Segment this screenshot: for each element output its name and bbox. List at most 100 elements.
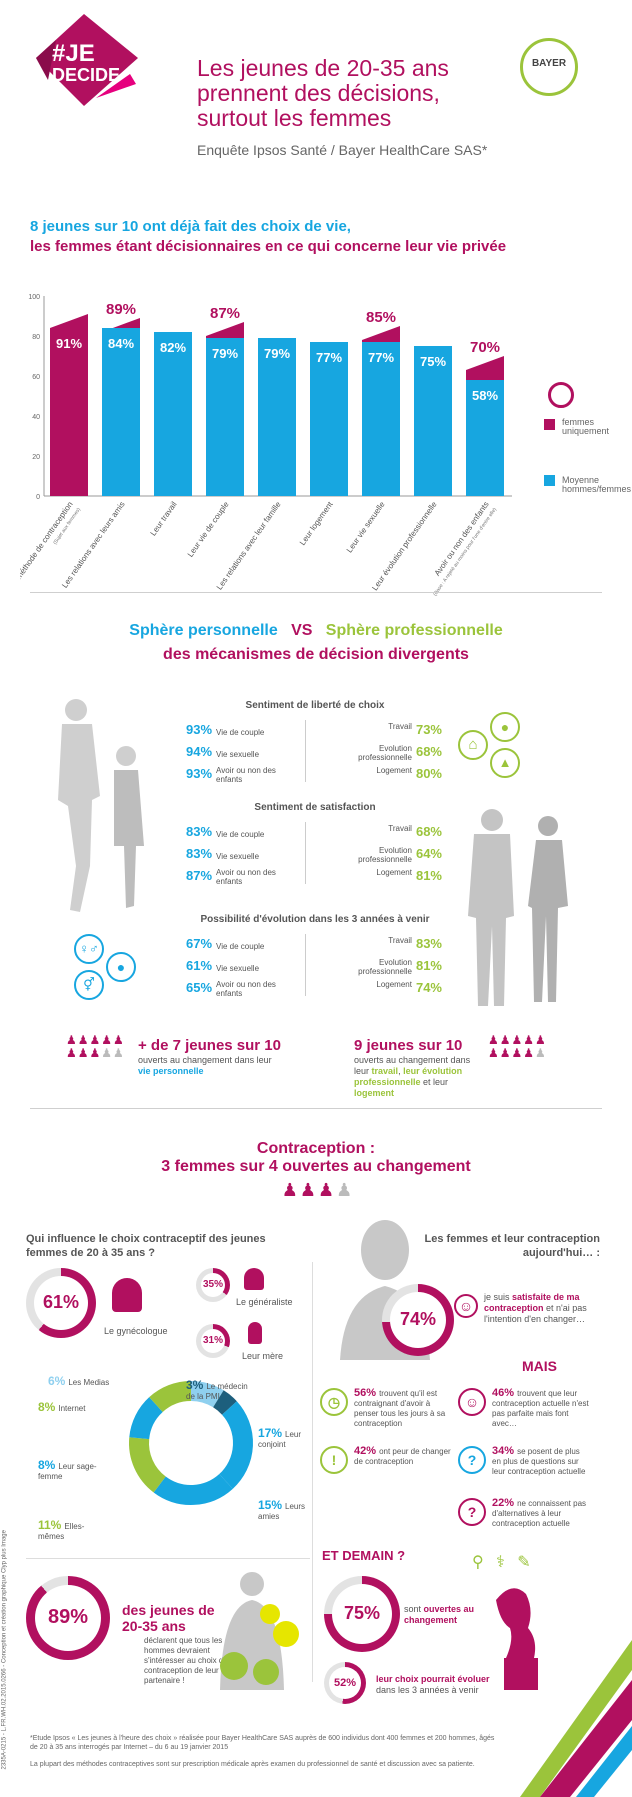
divider-1 <box>30 592 602 593</box>
stat-left-label: Vie de couple <box>216 830 265 839</box>
title-line-2: prennent des décisions, <box>197 80 440 106</box>
stat-block-title: Sentiment de liberté de choix <box>245 700 385 711</box>
stat-left-label: Vie sexuelle <box>216 750 260 759</box>
donut-label-pct: 8% <box>38 1400 56 1414</box>
data-label-average: 79% <box>212 346 238 361</box>
stat-left-pct: 93% <box>186 766 213 781</box>
title-vs: VS <box>291 622 313 639</box>
summary-right-big: 9 jeunes sur 10 <box>354 1037 463 1054</box>
donut-segment <box>212 1390 237 1415</box>
logo-je: JE <box>65 40 95 67</box>
donut-label-text: Leur sage-femme <box>38 1462 97 1481</box>
mother-pct: 31% <box>202 1335 223 1346</box>
people-icons-left: ♟♟♟♟♟ ♟♟♟♟♟ <box>66 1033 125 1060</box>
data-label-average: 58% <box>472 388 498 403</box>
gender-icon: ⚥ <box>74 970 104 1000</box>
summary-left-em: vie personnelle <box>138 1066 204 1076</box>
stat-left-label: Vie sexuelle <box>216 852 260 861</box>
doctor-icon <box>112 1278 142 1312</box>
donut-segment <box>129 1397 164 1440</box>
stat-right-pct: 64% <box>415 846 442 861</box>
stat-right-label: Travail <box>388 824 412 833</box>
fact-pct: 34% <box>492 1445 518 1457</box>
house-icon: ⌂ <box>458 730 488 760</box>
donut-label-pct: 6% <box>48 1374 66 1388</box>
category-label-group: Leur vie de couple <box>186 500 231 559</box>
y-tick-label: 80 <box>32 334 40 341</box>
bar-average <box>466 380 504 496</box>
question-icon: ? <box>458 1498 486 1526</box>
category-label-group: Leur vie sexuelle <box>345 500 387 555</box>
stat-right-label: Evolution professionnelle <box>358 744 412 762</box>
donut-segment <box>190 1381 224 1408</box>
demain-75-text-em: ouvertes au changement <box>404 1604 475 1625</box>
question-icon: ? <box>458 1446 486 1474</box>
legend-avg-swatch <box>544 475 555 486</box>
stat-block: Possibilité d'évolution dans les 3 année… <box>186 914 442 998</box>
mother-icon <box>248 1322 262 1344</box>
satisfaction-text-em: satisfaite de ma contraception <box>484 1292 580 1313</box>
bar-average <box>206 338 244 496</box>
donut-label: 3% Le médecin de la PMI <box>186 1379 250 1402</box>
stethoscope-icon <box>244 1268 264 1290</box>
stat-block-separator <box>305 934 306 996</box>
donut-label-text: Leur conjoint <box>258 1430 302 1449</box>
donut-label: 8% Internet <box>38 1400 102 1414</box>
donut-label-pct: 11% <box>38 1518 62 1532</box>
donut-label-pct: 8% <box>38 1458 56 1472</box>
smiley-icon: ☺ <box>454 1294 478 1318</box>
business-silhouette-right <box>468 809 568 1006</box>
data-label-average: 79% <box>264 346 290 361</box>
stat-block-separator <box>305 720 306 782</box>
generalist-label: Le généraliste <box>236 1297 293 1307</box>
y-tick-label: 0 <box>36 494 40 501</box>
question-right: Les femmes et leur contraception aujourd… <box>424 1233 600 1259</box>
fact-label: ne connaissent pas d'alternatives à leur… <box>492 1499 587 1528</box>
donut-label-pct: 15% <box>258 1498 283 1512</box>
y-tick-label: 60 <box>32 374 40 381</box>
stat-block-title: Sentiment de satisfaction <box>254 802 376 813</box>
title-personal: Sphère personnelle <box>129 622 278 639</box>
summary-right-small: ouverts au changement dans leur <box>354 1055 471 1076</box>
bar-average <box>414 346 452 496</box>
gynecologist-pct: 61% <box>42 1292 80 1312</box>
bar-average <box>154 332 192 496</box>
stat-right-pct: 81% <box>415 958 442 973</box>
stat-left-pct: 93% <box>186 722 213 737</box>
stat-right-row: Evolution professionnelle 68% <box>312 744 442 762</box>
bayer-logo-text: BAYER <box>525 58 573 69</box>
data-label-female: 70% <box>470 339 500 356</box>
stat-left-row: 83% Vie de couple <box>186 824 301 842</box>
summary-right-text: ouverts au changement dans leur travail,… <box>354 1055 471 1098</box>
stat-left-pct: 83% <box>186 846 213 861</box>
legend-female-swatch <box>544 419 555 430</box>
stat-right-row: Evolution professionnelle 81% <box>312 958 442 976</box>
stat-right-label: Travail <box>388 936 412 945</box>
demain-label: ET DEMAIN ? <box>322 1548 406 1563</box>
page-subtitle: Enquête Ipsos Santé / Bayer HealthCare S… <box>197 142 488 158</box>
stat-right-row: Travail 73% <box>312 722 442 740</box>
section1-headline-2: les femmes étant décisionnaires en ce qu… <box>30 238 507 255</box>
legend-avg-label: Moyenne hommes/femmes <box>562 475 632 494</box>
donut-label-text: Les Medias <box>68 1378 110 1387</box>
data-label-average: 82% <box>160 340 186 355</box>
stat-block: Sentiment de liberté de choix 93% Vie de c… <box>186 700 442 784</box>
summary-right-em3: logement <box>354 1088 395 1098</box>
title-line-1: Les jeunes de 20-35 ans <box>197 55 449 81</box>
stat-block: Sentiment de satisfaction 83% Vie de coupl… <box>186 802 442 886</box>
summary-right-em2: leur évolution professionnelle <box>354 1066 463 1087</box>
stat-right-row: Evolution professionnelle 64% <box>312 846 442 864</box>
satisfaction-pct: 74% <box>399 1309 437 1329</box>
stat-block-separator <box>305 822 306 884</box>
data-label-average: 77% <box>368 350 394 365</box>
data-label-female: 89% <box>106 301 136 318</box>
demain-52-text-b: dans les 3 années à venir <box>376 1685 479 1695</box>
stat-right-pct: 83% <box>415 936 442 951</box>
summary-left-text: ouverts au changement dans leur vie pers… <box>138 1055 278 1077</box>
fact-pct: 22% <box>492 1497 518 1509</box>
demain-52-pct: 52% <box>333 1677 357 1689</box>
stat-left-pct: 87% <box>186 868 213 883</box>
stat-left-row: 83% Vie sexuelle <box>186 846 301 864</box>
fact-label: trouvent que leur contraception actuelle… <box>492 1389 589 1428</box>
